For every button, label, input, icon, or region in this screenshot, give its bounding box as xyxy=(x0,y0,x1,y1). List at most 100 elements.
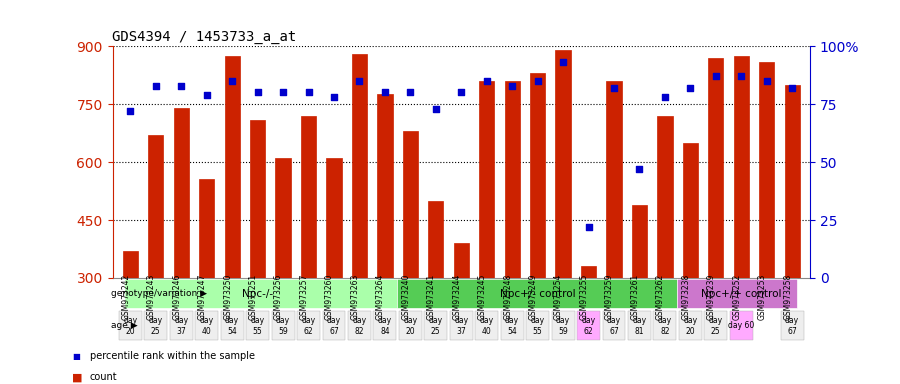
Bar xyxy=(657,116,672,278)
Bar xyxy=(607,81,622,278)
FancyBboxPatch shape xyxy=(678,279,797,309)
Text: GSM973258: GSM973258 xyxy=(783,273,792,319)
Text: GSM973249: GSM973249 xyxy=(528,273,537,320)
Bar xyxy=(580,266,596,278)
Point xyxy=(174,83,188,89)
Text: day
84: day 84 xyxy=(378,316,392,336)
Text: GSM973248: GSM973248 xyxy=(503,273,512,319)
Point xyxy=(760,78,774,84)
Text: GDS4394 / 1453733_a_at: GDS4394 / 1453733_a_at xyxy=(112,30,297,44)
Point xyxy=(327,94,341,100)
Bar xyxy=(174,108,189,278)
Text: GSM973260: GSM973260 xyxy=(325,273,334,320)
Text: day
20: day 20 xyxy=(123,316,138,336)
FancyBboxPatch shape xyxy=(119,311,142,340)
Text: GSM973262: GSM973262 xyxy=(656,273,665,319)
FancyBboxPatch shape xyxy=(297,311,320,340)
FancyBboxPatch shape xyxy=(374,311,396,340)
Text: Npc-/-: Npc-/- xyxy=(242,289,274,299)
Text: day
25: day 25 xyxy=(708,316,723,336)
Bar xyxy=(327,158,342,278)
Text: GSM973238: GSM973238 xyxy=(681,273,690,319)
FancyBboxPatch shape xyxy=(602,311,626,340)
Point xyxy=(480,78,494,84)
Text: day
54: day 54 xyxy=(225,316,239,336)
Bar xyxy=(224,56,239,278)
Text: GSM973241: GSM973241 xyxy=(427,273,436,319)
Text: day
62: day 62 xyxy=(581,316,596,336)
Text: GSM973254: GSM973254 xyxy=(554,273,563,320)
FancyBboxPatch shape xyxy=(526,311,549,340)
Text: day
25: day 25 xyxy=(428,316,443,336)
Text: day
59: day 59 xyxy=(276,316,290,336)
Bar xyxy=(377,94,392,278)
Text: GSM973261: GSM973261 xyxy=(630,273,639,319)
Bar xyxy=(479,81,494,278)
Bar xyxy=(352,54,367,278)
Text: day
55: day 55 xyxy=(531,316,544,336)
Text: GSM973259: GSM973259 xyxy=(605,273,614,320)
FancyBboxPatch shape xyxy=(322,311,346,340)
Bar xyxy=(454,243,469,278)
Text: GSM973242: GSM973242 xyxy=(122,273,130,319)
Bar xyxy=(275,158,291,278)
Point xyxy=(785,85,799,91)
FancyBboxPatch shape xyxy=(679,311,702,340)
Point xyxy=(708,73,723,79)
FancyBboxPatch shape xyxy=(653,311,677,340)
FancyBboxPatch shape xyxy=(195,311,218,340)
Point xyxy=(225,78,239,84)
Bar xyxy=(505,81,520,278)
Point xyxy=(530,78,544,84)
Text: GSM973244: GSM973244 xyxy=(452,273,461,320)
Point xyxy=(403,89,418,96)
Text: GSM973253: GSM973253 xyxy=(758,273,767,320)
Text: day
62: day 62 xyxy=(302,316,316,336)
FancyBboxPatch shape xyxy=(705,311,727,340)
FancyBboxPatch shape xyxy=(780,311,804,340)
FancyBboxPatch shape xyxy=(450,311,472,340)
Bar xyxy=(428,201,444,278)
Bar xyxy=(759,61,774,278)
Text: day
82: day 82 xyxy=(353,316,366,336)
Bar xyxy=(683,143,698,278)
Bar xyxy=(734,56,749,278)
Text: count: count xyxy=(90,372,118,382)
Point xyxy=(454,89,468,96)
Text: GSM973250: GSM973250 xyxy=(223,273,232,320)
FancyBboxPatch shape xyxy=(272,311,294,340)
Text: day
54: day 54 xyxy=(505,316,519,336)
Point xyxy=(428,106,443,112)
Text: GSM973256: GSM973256 xyxy=(274,273,284,320)
Text: day
37: day 37 xyxy=(175,316,188,336)
Point xyxy=(276,89,291,96)
Bar xyxy=(250,119,266,278)
FancyBboxPatch shape xyxy=(348,311,371,340)
Text: percentile rank within the sample: percentile rank within the sample xyxy=(90,351,255,361)
FancyBboxPatch shape xyxy=(577,311,600,340)
Text: GSM973245: GSM973245 xyxy=(478,273,487,320)
Text: ■: ■ xyxy=(72,372,83,382)
Text: age ▶: age ▶ xyxy=(112,321,138,330)
Point xyxy=(607,85,621,91)
FancyBboxPatch shape xyxy=(475,311,499,340)
Point xyxy=(123,108,138,114)
Bar xyxy=(301,116,316,278)
FancyBboxPatch shape xyxy=(144,311,167,340)
Text: genotype/variation ▶: genotype/variation ▶ xyxy=(112,290,207,298)
Text: day
82: day 82 xyxy=(658,316,672,336)
Text: day
25: day 25 xyxy=(148,316,163,336)
Text: day
40: day 40 xyxy=(480,316,494,336)
Text: Npc+/+ control: Npc+/+ control xyxy=(701,289,781,299)
Point xyxy=(352,78,366,84)
Bar xyxy=(122,251,138,278)
Point xyxy=(302,89,316,96)
Point xyxy=(658,94,672,100)
Text: GSM973255: GSM973255 xyxy=(580,273,589,320)
Text: GSM973239: GSM973239 xyxy=(706,273,716,320)
Text: day
67: day 67 xyxy=(785,316,799,336)
Text: day
20: day 20 xyxy=(683,316,698,336)
Point xyxy=(581,224,596,230)
Text: day
81: day 81 xyxy=(633,316,646,336)
Point xyxy=(505,83,519,89)
